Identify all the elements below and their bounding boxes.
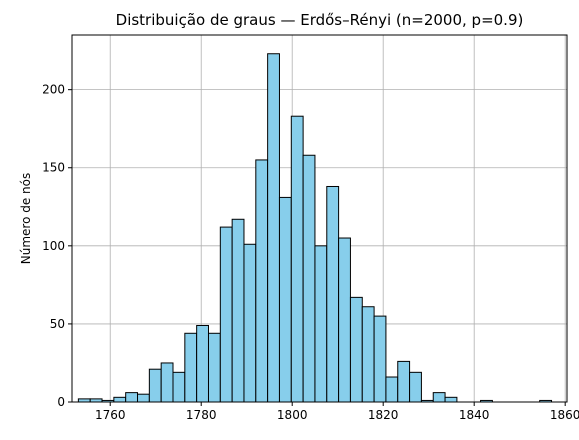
x-tick-label: 1820 <box>368 408 399 422</box>
x-tick-label: 1800 <box>277 408 308 422</box>
histogram-bar <box>409 371 422 403</box>
histogram-bar <box>113 396 127 403</box>
histogram-bar <box>385 376 399 403</box>
histogram-bar <box>349 296 363 403</box>
histogram-bar <box>302 154 316 403</box>
y-axis-label: Número de nós <box>19 173 33 265</box>
histogram-bar <box>255 159 269 403</box>
histogram-bar <box>373 315 387 403</box>
x-tick-label: 1840 <box>459 408 490 422</box>
histogram-bar <box>290 115 304 403</box>
histogram-bar <box>137 393 150 403</box>
histogram-bar <box>397 360 411 403</box>
histogram-bar <box>361 306 375 403</box>
axis-ticks: 1760 1780 1800 1820 1840 1860 0 50 100 150 200 <box>42 83 579 422</box>
histogram-bar <box>432 392 446 403</box>
histogram-bar <box>326 185 340 403</box>
histogram-bar <box>444 396 458 403</box>
y-tick-label: 100 <box>42 239 65 253</box>
histogram-bar <box>207 332 221 403</box>
histogram-bar <box>160 362 174 403</box>
histogram-bar <box>243 243 257 403</box>
histogram-bar <box>278 196 292 403</box>
histogram-bar <box>196 324 209 403</box>
chart-title: Distribuição de graus — Erdős–Rényi (n=2… <box>116 11 524 29</box>
histogram-bar <box>219 226 233 403</box>
histogram-bar <box>231 218 245 403</box>
histogram-bar <box>314 245 328 403</box>
histogram-bar <box>267 53 280 403</box>
histogram-bar <box>172 371 186 403</box>
y-tick-label: 50 <box>50 317 65 331</box>
x-tick-label: 1780 <box>186 408 217 422</box>
x-tick-label: 1760 <box>95 408 126 422</box>
y-tick-label: 0 <box>57 395 65 409</box>
histogram-bar <box>338 237 351 403</box>
y-tick-label: 150 <box>42 161 65 175</box>
histogram-bars <box>77 53 553 403</box>
plot-frame <box>71 34 568 403</box>
histogram-bar <box>148 368 162 403</box>
histogram-bar <box>125 392 139 403</box>
x-tick-label: 1860 <box>550 408 579 422</box>
y-tick-label: 200 <box>42 83 65 97</box>
histogram-bar <box>184 332 198 403</box>
